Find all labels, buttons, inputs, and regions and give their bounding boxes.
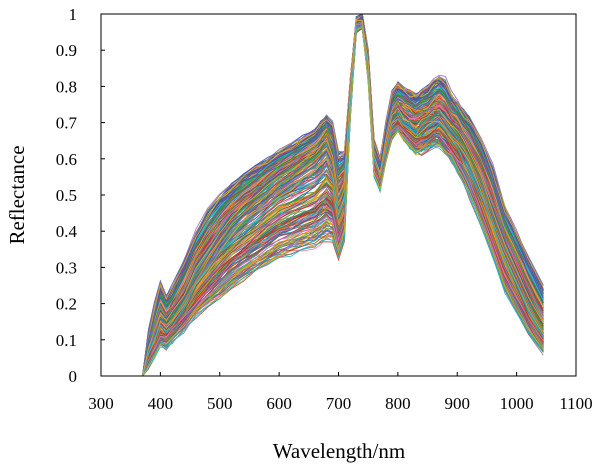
y-tick-label: 0.9 bbox=[56, 41, 77, 60]
spectra-lines bbox=[142, 14, 544, 376]
y-axis-title: Reflectance bbox=[5, 145, 29, 244]
y-tick-label: 1 bbox=[69, 5, 78, 24]
y-axis: 0 0.1 0.2 0.3 0.4 0.5 0.6 0.7 0.8 0.9 1 bbox=[56, 5, 105, 386]
spectrum-line bbox=[142, 21, 544, 376]
x-axis-title: Wavelength/nm bbox=[273, 439, 405, 463]
spectrum-line bbox=[142, 19, 544, 376]
spectrum-line bbox=[142, 26, 544, 376]
spectrum-line bbox=[142, 21, 544, 376]
x-tick-label: 1000 bbox=[500, 394, 534, 413]
y-tick-label: 0 bbox=[69, 367, 78, 386]
y-tick-label: 0.8 bbox=[56, 77, 77, 96]
x-tick-label: 800 bbox=[385, 394, 411, 413]
x-tick-label: 1100 bbox=[559, 394, 592, 413]
spectrum-line bbox=[142, 17, 544, 376]
y-tick-label: 0.5 bbox=[56, 186, 77, 205]
y-tick-label: 0.2 bbox=[56, 295, 77, 314]
spectrum-line bbox=[142, 26, 544, 376]
x-tick-label: 700 bbox=[326, 394, 352, 413]
x-tick-label: 500 bbox=[207, 394, 233, 413]
spectrum-line bbox=[142, 20, 544, 376]
x-tick-label: 300 bbox=[88, 394, 114, 413]
y-tick-label: 0.1 bbox=[56, 331, 77, 350]
x-axis: 300 400 500 600 700 800 900 1000 1100 bbox=[88, 372, 593, 413]
x-tick-label: 900 bbox=[445, 394, 471, 413]
y-tick-label: 0.3 bbox=[56, 258, 77, 277]
spectrum-line bbox=[142, 24, 544, 376]
y-tick-label: 0.7 bbox=[56, 114, 78, 133]
x-tick-label: 600 bbox=[266, 394, 292, 413]
spectrum-line bbox=[142, 14, 544, 376]
spectrum-line bbox=[142, 16, 544, 376]
y-tick-label: 0.4 bbox=[56, 222, 78, 241]
x-tick-label: 400 bbox=[148, 394, 174, 413]
y-tick-label: 0.6 bbox=[56, 150, 77, 169]
